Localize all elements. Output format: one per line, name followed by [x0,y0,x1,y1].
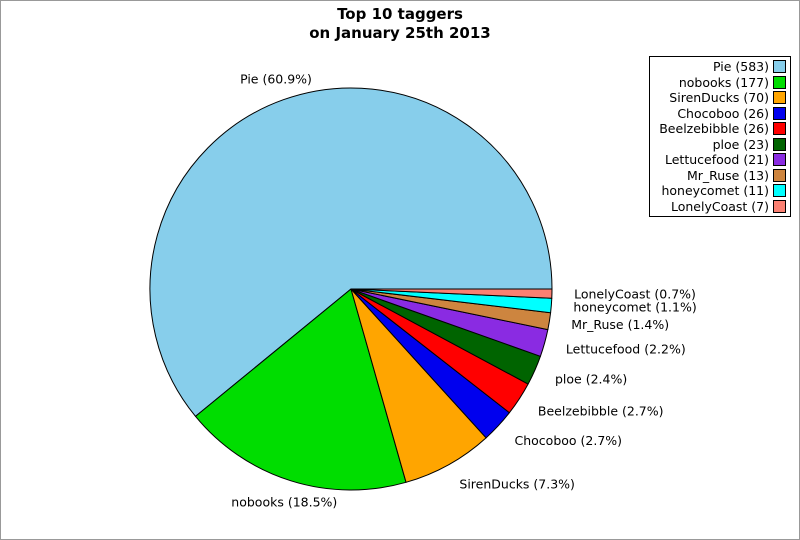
slice-label-mr_ruse: Mr_Ruse (1.4%) [571,317,669,332]
legend-entry-chocoboo: Chocoboo (26) [650,106,790,122]
legend-entry-pie: Pie (583) [650,59,790,75]
chart-title-line1: Top 10 taggers [337,5,463,23]
legend-label: nobooks (177) [678,74,769,90]
legend-color-swatch [773,153,786,167]
legend-label: LonelyCoast (7) [670,198,769,214]
legend-color-swatch [773,168,786,182]
legend-entry-mr_ruse: Mr_Ruse (13) [650,168,790,184]
legend-color-swatch [773,137,786,151]
legend-label: honeycomet (11) [661,183,769,198]
legend-label: Chocoboo (26) [677,105,769,121]
legend: Pie (583) nobooks (177) SirenDucks (70) Cho… [649,56,791,217]
pie-slice-nobooks [194,288,407,491]
slice-label-pie: Pie (60.9%) [240,71,312,86]
legend-entry-lettucefood: Lettucefood (21) [650,152,790,168]
legend-label: ploe (23) [712,136,769,152]
legend-label: SirenDucks (70) [669,90,769,105]
slice-label-beelzebibble: Beelzebibble (2.7%) [538,403,664,418]
pie-slice-lonelycoast [350,288,553,299]
legend-label: Pie (583) [712,59,769,74]
legend-entry-beelzebibble: Beelzebibble (26) [650,121,790,137]
legend-color-swatch [773,184,786,198]
legend-label: Lettucefood (21) [665,152,769,167]
legend-entry-ploe: ploe (23) [650,137,790,153]
chart-title: Top 10 taggers on January 25th 2013 [1,5,799,43]
legend-color-swatch [773,122,786,136]
slice-label-chocoboo: Chocoboo (2.7%) [515,433,623,448]
legend-entry-nobooks: nobooks (177) [650,75,790,91]
legend-entry-honeycomet: honeycomet (11) [650,183,790,199]
slice-label-honeycomet: honeycomet (1.1%) [573,300,696,315]
legend-entry-sirenducks: SirenDucks (70) [650,90,790,106]
slice-label-sirenducks: SirenDucks (7.3%) [459,476,575,491]
legend-entry-lonelycoast: LonelyCoast (7) [650,199,790,215]
slice-label-lettucefood: Lettucefood (2.2%) [566,341,686,356]
legend-color-swatch [773,91,786,105]
chart-title-line2: on January 25th 2013 [309,24,491,42]
legend-color-swatch [773,199,786,213]
legend-color-swatch [773,75,786,89]
legend-color-swatch [773,60,786,74]
legend-color-swatch [773,106,786,120]
slice-label-lonelycoast: LonelyCoast (0.7%) [574,286,696,301]
legend-label: Mr_Ruse (13) [686,167,769,183]
pie-slice-pie [149,87,553,417]
legend-label: Beelzebibble (26) [659,121,769,136]
slice-label-ploe: ploe (2.4%) [555,372,627,387]
slice-label-nobooks: nobooks (18.5%) [231,494,337,509]
